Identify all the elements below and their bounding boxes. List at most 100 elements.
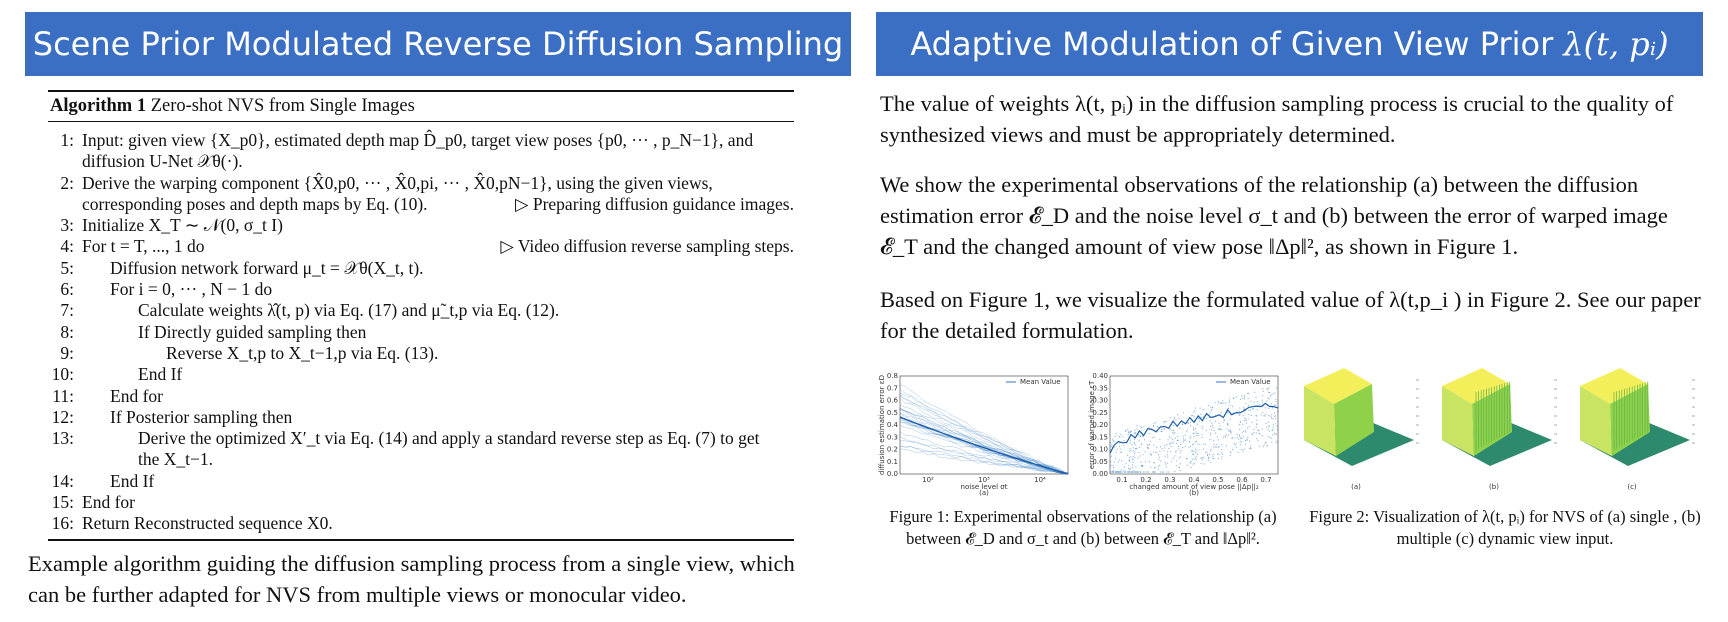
scatter-point xyxy=(1172,457,1174,459)
scatter-point xyxy=(1140,435,1142,437)
scatter-point xyxy=(1139,455,1141,457)
scatter-point xyxy=(1252,433,1254,435)
series-line xyxy=(899,397,1069,475)
scatter-point xyxy=(1201,433,1203,435)
observations-paragraph: We show the experimental observations of… xyxy=(880,172,1668,259)
scatter-point xyxy=(1140,465,1142,467)
scatter-point xyxy=(1244,395,1246,397)
algorithm-line-comment: ▷ Video diffusion reverse sampling steps… xyxy=(500,236,794,257)
scatter-point xyxy=(1212,426,1214,428)
algorithm-line-number: 6: xyxy=(60,279,74,300)
scatter-point xyxy=(1239,407,1241,409)
scatter-point xyxy=(1141,465,1143,467)
scatter-point xyxy=(1262,411,1264,414)
scatter-point xyxy=(1140,443,1142,445)
scatter-point xyxy=(1236,396,1238,398)
series-line xyxy=(899,425,1069,475)
scatter-point xyxy=(1256,401,1258,403)
scatter-point xyxy=(1268,391,1270,393)
legend-label: Mean Value xyxy=(1230,378,1271,386)
scatter-point xyxy=(1266,400,1268,402)
scatter-point xyxy=(1229,455,1231,457)
scatter-point xyxy=(1139,446,1141,448)
scatter-point xyxy=(1132,450,1135,452)
scatter-point xyxy=(1247,427,1249,429)
scatter-point xyxy=(1229,404,1231,406)
scatter-point xyxy=(1184,434,1186,436)
scatter-point xyxy=(1156,446,1158,448)
x-tick-label: 0.4 xyxy=(1188,476,1200,484)
scatter-point xyxy=(1160,471,1162,473)
scatter-point xyxy=(1187,429,1189,431)
scatter-point xyxy=(1264,415,1266,417)
algorithm-line-number: 15: xyxy=(51,492,74,513)
scatter-point xyxy=(1257,409,1259,411)
scatter-point xyxy=(1237,452,1239,454)
scatter-point xyxy=(1240,440,1243,442)
scatter-point xyxy=(1228,401,1230,403)
scatter-point xyxy=(1140,426,1142,428)
scatter-point xyxy=(1244,439,1246,442)
scatter-point xyxy=(1130,431,1132,433)
scatter-point xyxy=(1177,445,1179,448)
scatter-point xyxy=(1179,427,1181,430)
algorithm-line: 2: Derive the warping component {X̂0,p0, … xyxy=(48,173,794,194)
scatter-point xyxy=(1258,433,1260,435)
scatter-point xyxy=(1141,427,1143,429)
scatter-point xyxy=(1135,444,1137,446)
algorithm-line: 5: Diffusion network forward μ_t = 𝒳θ(X_t… xyxy=(48,258,794,279)
scatter-point xyxy=(1132,455,1134,457)
scatter-point xyxy=(1272,434,1274,436)
scatter-point xyxy=(1205,429,1207,431)
surface-top xyxy=(1580,368,1648,404)
algorithm-line-number: 14: xyxy=(51,470,74,491)
scatter-point xyxy=(1190,414,1192,416)
scatter-point xyxy=(1191,453,1194,455)
scatter-point xyxy=(1275,404,1277,406)
scatter-point xyxy=(1110,465,1112,467)
scatter-point xyxy=(1247,392,1249,395)
scatter-point xyxy=(1229,451,1231,453)
scatter-point xyxy=(1132,461,1134,463)
scatter-point xyxy=(1128,460,1131,462)
subfigure-tag: (a) xyxy=(979,489,989,496)
scatter-point xyxy=(1209,434,1212,436)
y-tick-label: 0.15 xyxy=(1092,433,1108,441)
scatter-point xyxy=(1179,456,1181,458)
scatter-point xyxy=(1223,419,1225,421)
scatter-point xyxy=(1230,432,1232,434)
scatter-point xyxy=(1195,448,1197,450)
scatter-point xyxy=(1271,437,1273,439)
algorithm-line-text: End for xyxy=(82,492,135,513)
scatter-point xyxy=(1137,457,1139,459)
algorithm-line-number: 11: xyxy=(52,385,74,406)
scatter-point xyxy=(1265,422,1267,425)
scatter-point xyxy=(1244,430,1246,432)
scatter-point xyxy=(1142,471,1144,473)
algorithm-caption: Example algorithm guiding the diffusion … xyxy=(28,551,795,607)
scatter-point xyxy=(1266,426,1268,428)
scatter-point xyxy=(1237,436,1239,438)
scatter-point xyxy=(1268,425,1270,427)
scatter-point xyxy=(1239,429,1241,431)
y-tick-label: 0.4 xyxy=(887,421,899,429)
scatter-point xyxy=(1226,428,1228,430)
scatter-point xyxy=(1133,447,1135,449)
series-line xyxy=(899,394,1069,475)
scatter-point xyxy=(1163,421,1165,423)
scatter-point xyxy=(1160,431,1162,433)
scatter-point xyxy=(1127,431,1130,433)
scatter-point xyxy=(1196,453,1199,455)
y-tick-label: 0.00 xyxy=(1092,470,1108,478)
scatter-point xyxy=(1227,424,1229,426)
surface-top xyxy=(1304,368,1372,404)
surface-side xyxy=(1442,386,1474,456)
scatter-point xyxy=(1122,471,1124,473)
scatter-point xyxy=(1137,471,1139,473)
scatter-point xyxy=(1169,451,1172,453)
scatter-point xyxy=(1218,454,1220,456)
scatter-point xyxy=(1271,441,1273,443)
scatter-point xyxy=(1174,471,1176,473)
scatter-point xyxy=(1238,410,1240,412)
scatter-point xyxy=(1115,432,1117,435)
